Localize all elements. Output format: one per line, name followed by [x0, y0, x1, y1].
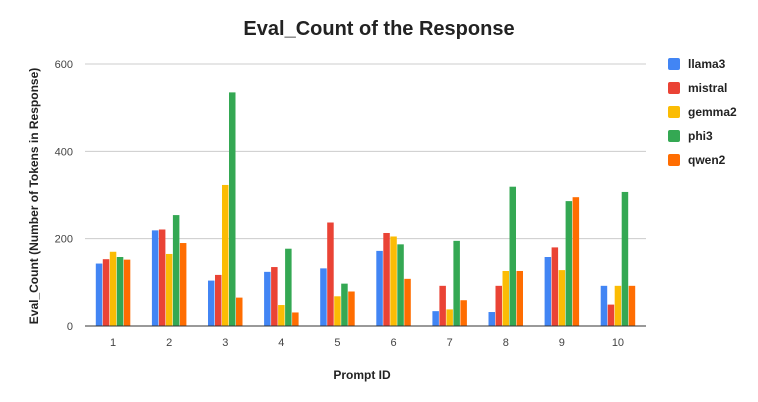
bar-llama3-5 — [320, 268, 327, 326]
bar-mistral-8 — [495, 285, 502, 326]
y-tick-label: 400 — [55, 146, 73, 158]
bar-qwen2-7 — [460, 300, 467, 326]
x-tick-label: 1 — [110, 337, 116, 349]
legend-label-qwen2: qwen2 — [688, 153, 726, 167]
legend-label-gemma2: gemma2 — [688, 105, 737, 119]
y-tick-label: 0 — [67, 321, 73, 333]
bar-gemma2-4 — [278, 305, 285, 326]
x-axis-title: Prompt ID — [333, 368, 391, 382]
bar-mistral-2 — [158, 229, 166, 326]
bar-llama3-6 — [376, 250, 383, 326]
bars — [95, 92, 636, 326]
x-tick-label: 10 — [612, 337, 624, 349]
x-tick-label: 2 — [166, 337, 172, 349]
y-tick-label: 600 — [55, 59, 73, 71]
bar-phi3-4 — [285, 248, 292, 326]
bar-qwen2-8 — [516, 270, 523, 326]
x-tick-label: 3 — [222, 337, 228, 349]
bar-mistral-4 — [271, 267, 278, 326]
bar-phi3-7 — [453, 240, 460, 326]
bar-mistral-10 — [607, 304, 615, 326]
x-tick-label: 9 — [559, 337, 565, 349]
legend-swatch-llama3 — [668, 58, 680, 70]
bar-mistral-5 — [327, 222, 334, 326]
bar-phi3-1 — [116, 257, 124, 326]
bar-llama3-10 — [600, 285, 608, 326]
chart-title: Eval_Count of the Response — [243, 18, 515, 40]
legend-swatch-mistral — [668, 82, 680, 94]
bar-phi3-2 — [172, 215, 180, 326]
bar-mistral-3 — [215, 274, 222, 326]
bar-gemma2-2 — [165, 253, 173, 326]
bar-gemma2-5 — [334, 296, 341, 326]
bar-mistral-6 — [383, 232, 390, 326]
bar-llama3-7 — [432, 311, 439, 326]
legend-label-llama3: llama3 — [688, 57, 726, 71]
legend: llama3 mistral gemma2 phi3 qwen2 — [668, 57, 737, 167]
bar-gemma2-8 — [502, 270, 509, 326]
bar-qwen2-4 — [292, 312, 299, 326]
bar-llama3-3 — [208, 280, 215, 326]
bar-phi3-3 — [229, 92, 236, 326]
bar-mistral-7 — [439, 285, 446, 326]
axes: 0 200 400 600 1 2 3 4 5 6 7 8 9 10 — [55, 59, 646, 349]
y-axis-title: Eval_Count (Number of Tokens in Response… — [27, 68, 41, 324]
x-tick-label: 6 — [390, 337, 396, 349]
bar-gemma2-3 — [222, 184, 229, 326]
bar-phi3-9 — [565, 201, 573, 326]
bar-qwen2-5 — [348, 291, 355, 326]
legend-label-phi3: phi3 — [688, 129, 713, 143]
bar-llama3-1 — [95, 263, 103, 326]
x-tick-label: 7 — [447, 337, 453, 349]
bar-qwen2-6 — [404, 278, 411, 326]
bar-phi3-8 — [509, 186, 516, 326]
bar-gemma2-7 — [446, 309, 453, 326]
bar-phi3-6 — [397, 244, 404, 326]
legend-swatch-phi3 — [668, 130, 680, 142]
bar-gemma2-6 — [390, 236, 397, 326]
bar-llama3-8 — [488, 312, 495, 326]
bar-llama3-4 — [264, 271, 271, 326]
x-tick-label: 4 — [278, 337, 284, 349]
bar-phi3-5 — [341, 283, 348, 326]
gridlines — [85, 63, 646, 240]
bar-phi3-10 — [621, 191, 629, 326]
x-tick-label: 8 — [503, 337, 509, 349]
bar-llama3-2 — [151, 230, 159, 326]
bar-mistral-1 — [102, 259, 110, 326]
bar-llama3-9 — [544, 257, 552, 326]
bar-gemma2-1 — [109, 251, 117, 326]
bar-qwen2-1 — [123, 259, 131, 326]
bar-gemma2-9 — [558, 270, 566, 326]
bar-qwen2-10 — [628, 285, 636, 326]
legend-swatch-gemma2 — [668, 106, 680, 118]
x-tick-label: 5 — [334, 337, 340, 349]
bar-qwen2-3 — [236, 297, 243, 326]
legend-label-mistral: mistral — [688, 81, 727, 95]
bar-mistral-9 — [551, 247, 559, 326]
bar-gemma2-10 — [614, 285, 622, 326]
bar-qwen2-2 — [179, 243, 187, 326]
y-tick-label: 200 — [55, 234, 73, 246]
bar-qwen2-9 — [572, 197, 580, 326]
legend-swatch-qwen2 — [668, 154, 680, 166]
